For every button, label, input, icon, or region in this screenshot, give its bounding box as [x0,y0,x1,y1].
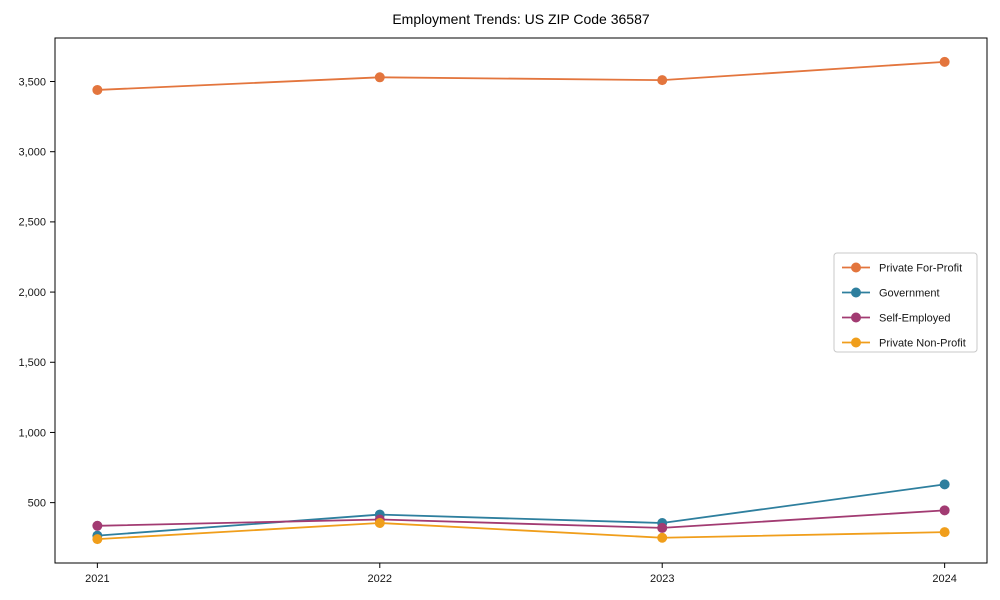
legend-label: Self-Employed [879,312,951,324]
data-point-self-employed-2021 [92,520,103,531]
series-line-private-non-profit [97,522,945,541]
plot-frame [54,37,988,564]
legend-item-self-employed: Self-Employed [842,312,951,324]
y-axis-tick-label: 3,000 [18,147,46,159]
y-axis-tick-label: 1,500 [18,357,46,369]
legend-label: Private For-Profit [879,262,962,274]
legend-marker-icon [851,262,861,273]
data-point-self-employed-2023 [657,522,668,533]
x-axis-tick-label: 2022 [368,573,392,585]
data-point-private-non-profit-2022 [374,517,385,528]
legend-label: Private Non-Profit [879,337,966,349]
data-point-private-for-profit-2021 [92,84,103,95]
data-point-private-for-profit-2024 [939,56,950,67]
legend-box [833,252,978,353]
series-line-self-employed [97,509,945,529]
legend-item-private-non-profit: Private Non-Profit [842,337,966,349]
plot-area: 500 1,000 1,500 2,000 2,500 3,000 3,500 2021 202… [18,37,988,585]
series-line-government [97,483,945,537]
data-point-private-non-profit-2023 [657,532,668,543]
data-point-government-2024 [939,479,950,490]
data-point-self-employed-2024 [939,505,950,516]
series-line-private-for-profit [97,60,945,91]
data-point-private-non-profit-2021 [92,534,103,545]
y-axis-tick-label: 500 [28,497,46,509]
x-axis-tick-label: 2021 [85,573,109,585]
x-axis-tick-label: 2023 [650,573,674,585]
y-axis-tick-label: 2,500 [18,217,46,229]
data-point-private-non-profit-2024 [939,527,950,538]
legend-label: Government [879,287,940,299]
data-point-private-for-profit-2022 [374,72,385,83]
data-point-private-for-profit-2023 [657,75,668,86]
legend-marker-icon [851,287,861,298]
y-axis-tick-label: 2,000 [18,287,46,299]
y-axis-tick-label: 1,000 [18,427,46,439]
y-axis-tick-label: 3,500 [18,76,46,88]
legend-marker-icon [851,312,861,323]
legend-item-private-for-profit: Private For-Profit [842,262,962,274]
chart-title: Employment Trends: US ZIP Code 36587 [392,11,650,27]
legend-item-government: Government [842,287,940,299]
legend-marker-icon [851,337,861,348]
x-axis-tick-label: 2024 [932,573,956,585]
